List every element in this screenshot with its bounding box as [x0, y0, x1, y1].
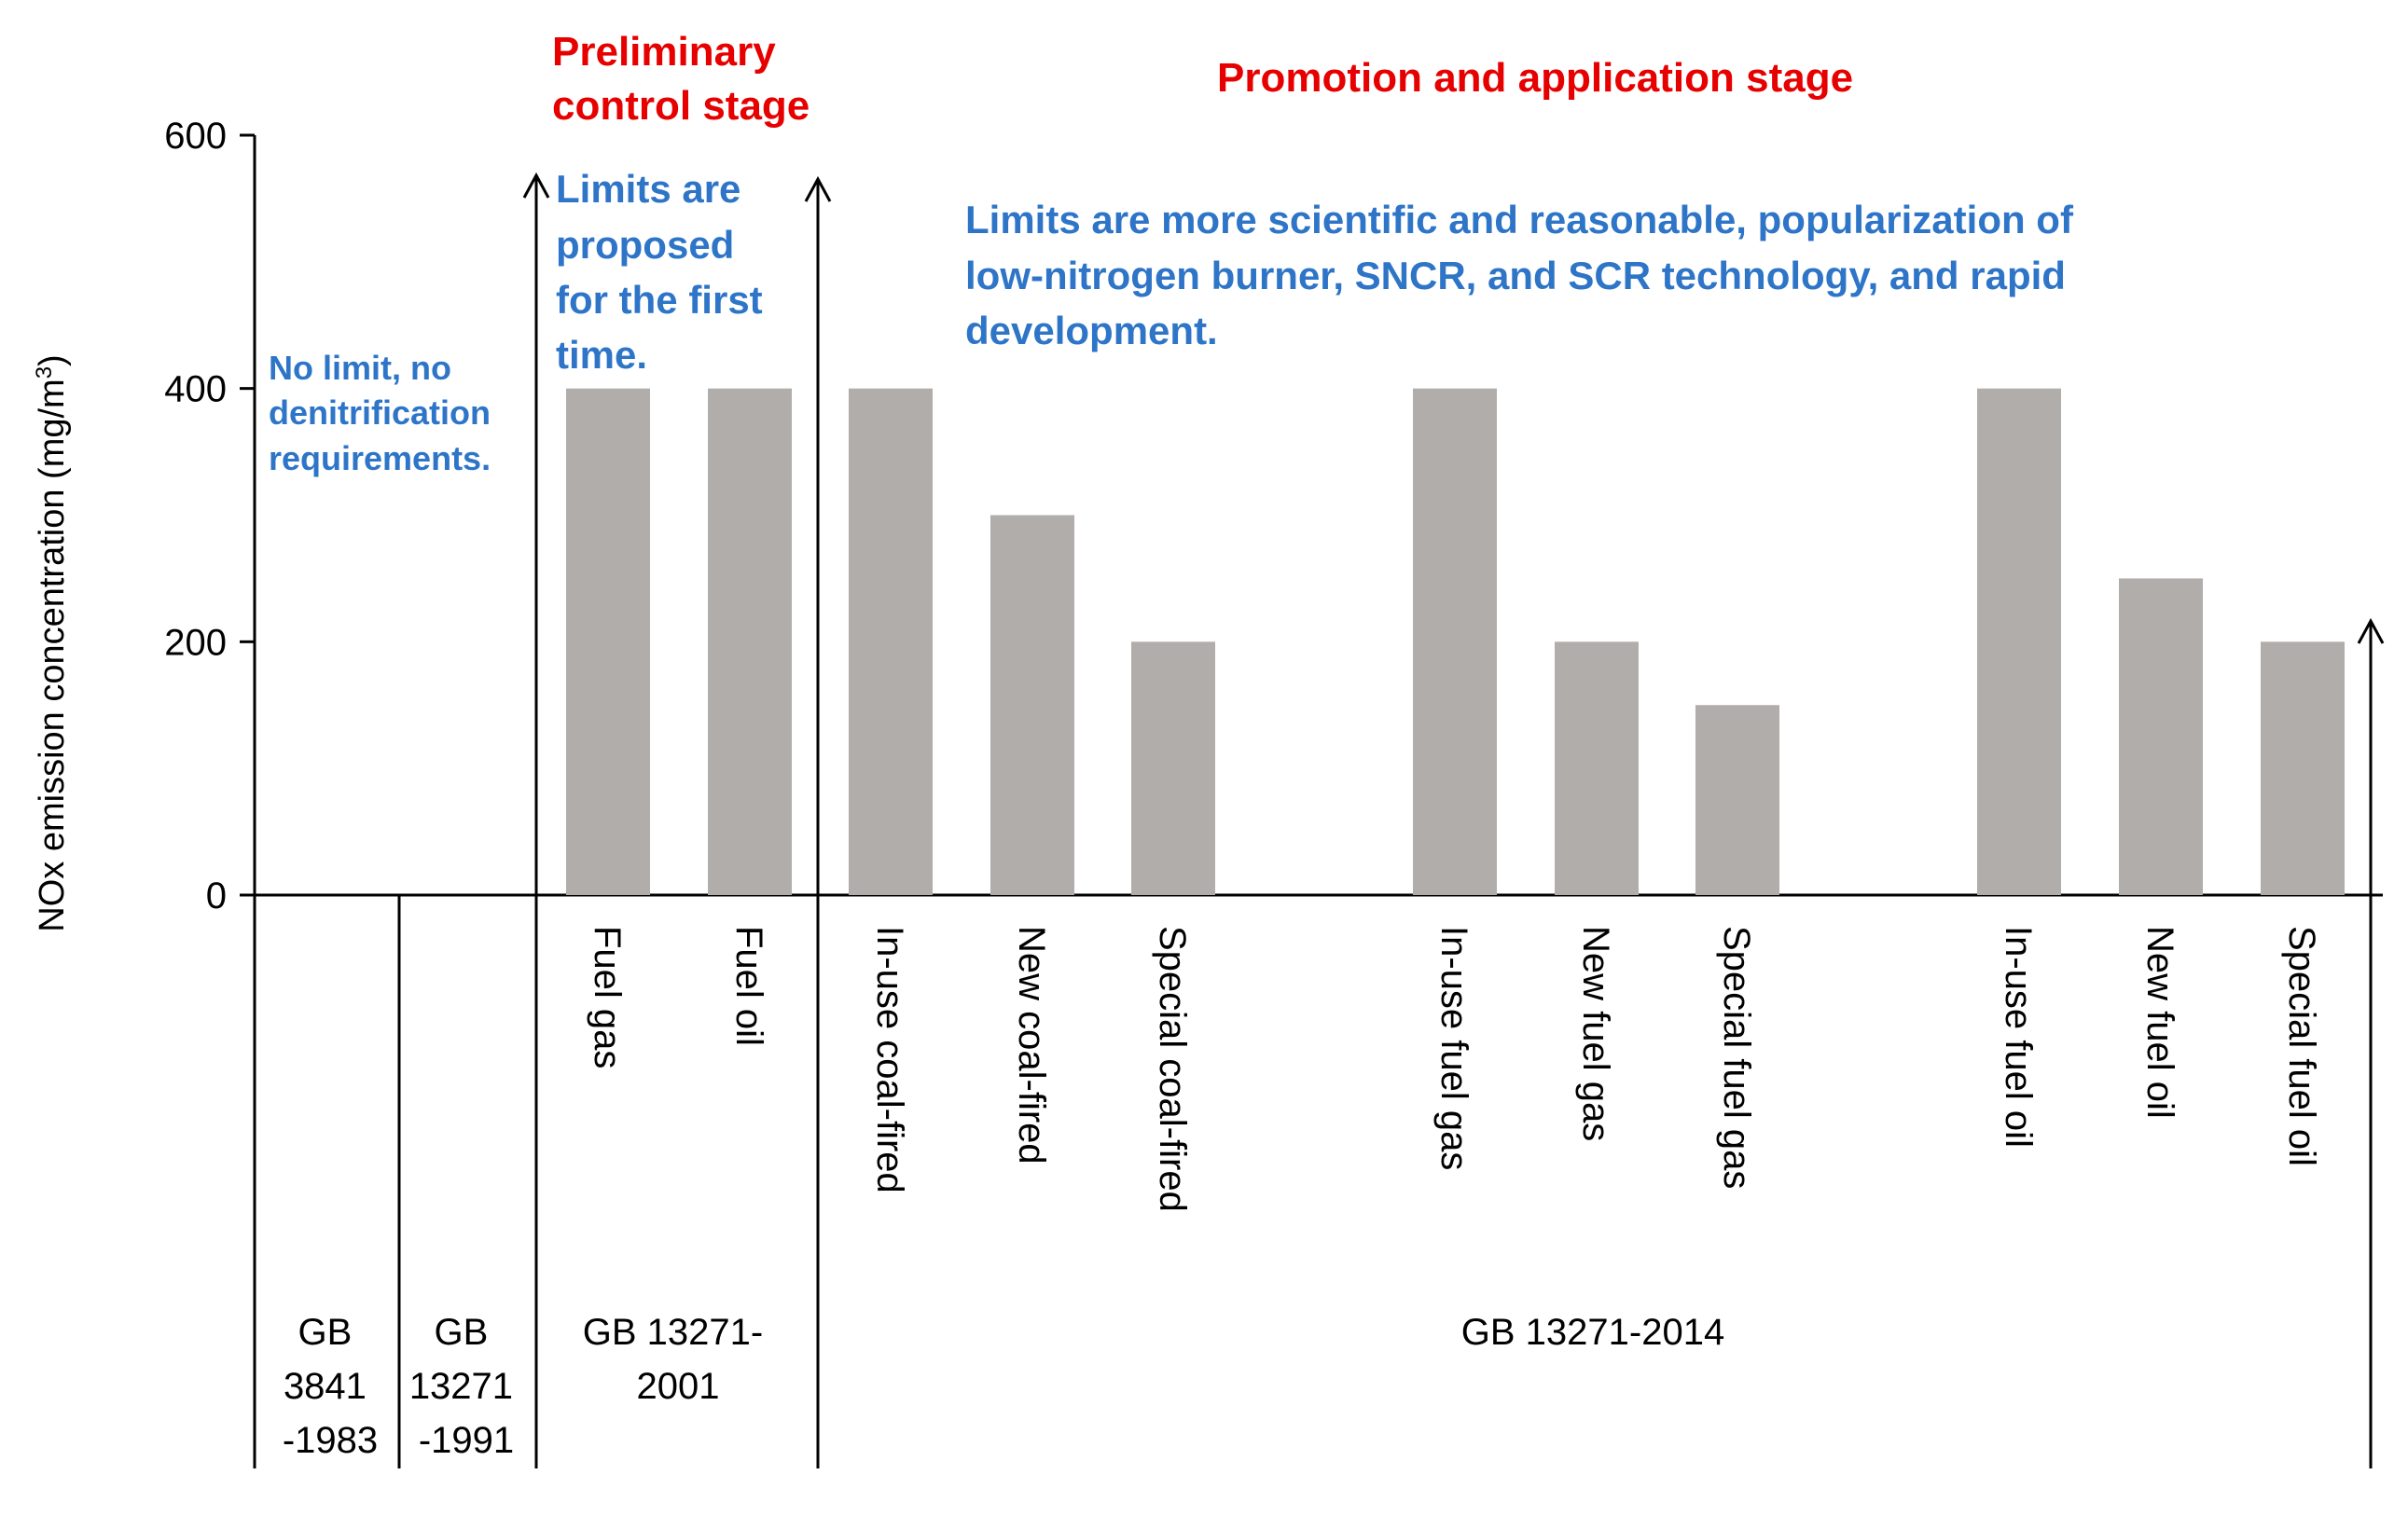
note-scientific: Limits are more scientific and reasonabl… — [965, 198, 2084, 352]
bar — [990, 515, 1074, 895]
category-label: Fuel gas — [587, 926, 628, 1068]
y-tick-label: 400 — [164, 369, 227, 410]
category-label: New coal-fired — [1011, 926, 1052, 1165]
category-label: Special coal-fired — [1152, 926, 1193, 1212]
bar — [1695, 705, 1779, 895]
standard-gb13271-1991: GB 13271 -1991 — [409, 1312, 523, 1461]
bar — [2261, 641, 2345, 895]
standard-gb3841-1983: GB 3841 -1983 — [283, 1312, 378, 1461]
bar — [849, 388, 933, 896]
bar — [1555, 641, 1639, 895]
bar — [708, 388, 792, 896]
bar — [1977, 388, 2061, 896]
category-label: New fuel gas — [1575, 926, 1616, 1141]
standard-gb13271-2001: GB 13271- 2001 — [583, 1312, 774, 1407]
category-label: Special fuel gas — [1716, 926, 1757, 1189]
bar — [1131, 641, 1215, 895]
category-label: Special fuel oil — [2281, 926, 2322, 1166]
category-label: In-use fuel oil — [1998, 926, 2039, 1148]
stage-promotion-title: Promotion and application stage — [1217, 55, 1853, 101]
standard-gb13271-2014: GB 13271-2014 — [1461, 1312, 1724, 1353]
y-axis-label: NOx emission concentration (mg/m3) — [32, 354, 73, 931]
y-tick-label: 600 — [164, 116, 227, 157]
stage-boundary-arrow-3-head — [2357, 617, 2385, 644]
category-label: In-use fuel gas — [1433, 926, 1474, 1170]
stage-preliminary-title: Preliminary control stage — [552, 29, 810, 129]
labels: 0 200 400 600 Fuel gas Fuel oil In-use coal-fi… — [164, 116, 2322, 1212]
stage-boundary-arrow-2-head — [804, 175, 832, 202]
stage-boundary-arrow-1-head — [522, 172, 550, 199]
bars — [566, 388, 2345, 896]
y-tick-label: 200 — [164, 622, 227, 663]
category-label: New fuel oil — [2139, 926, 2180, 1119]
bar — [566, 388, 650, 896]
category-label: In-use coal-fired — [869, 926, 910, 1193]
bar — [1413, 388, 1497, 896]
bar — [2119, 578, 2203, 895]
y-tick-label: 0 — [206, 875, 227, 916]
note-first-time: Limits are proposed for the first time. — [556, 167, 773, 377]
note-no-limit: No limit, no denitrification requirement… — [269, 349, 500, 477]
category-label: Fuel oil — [728, 926, 769, 1046]
